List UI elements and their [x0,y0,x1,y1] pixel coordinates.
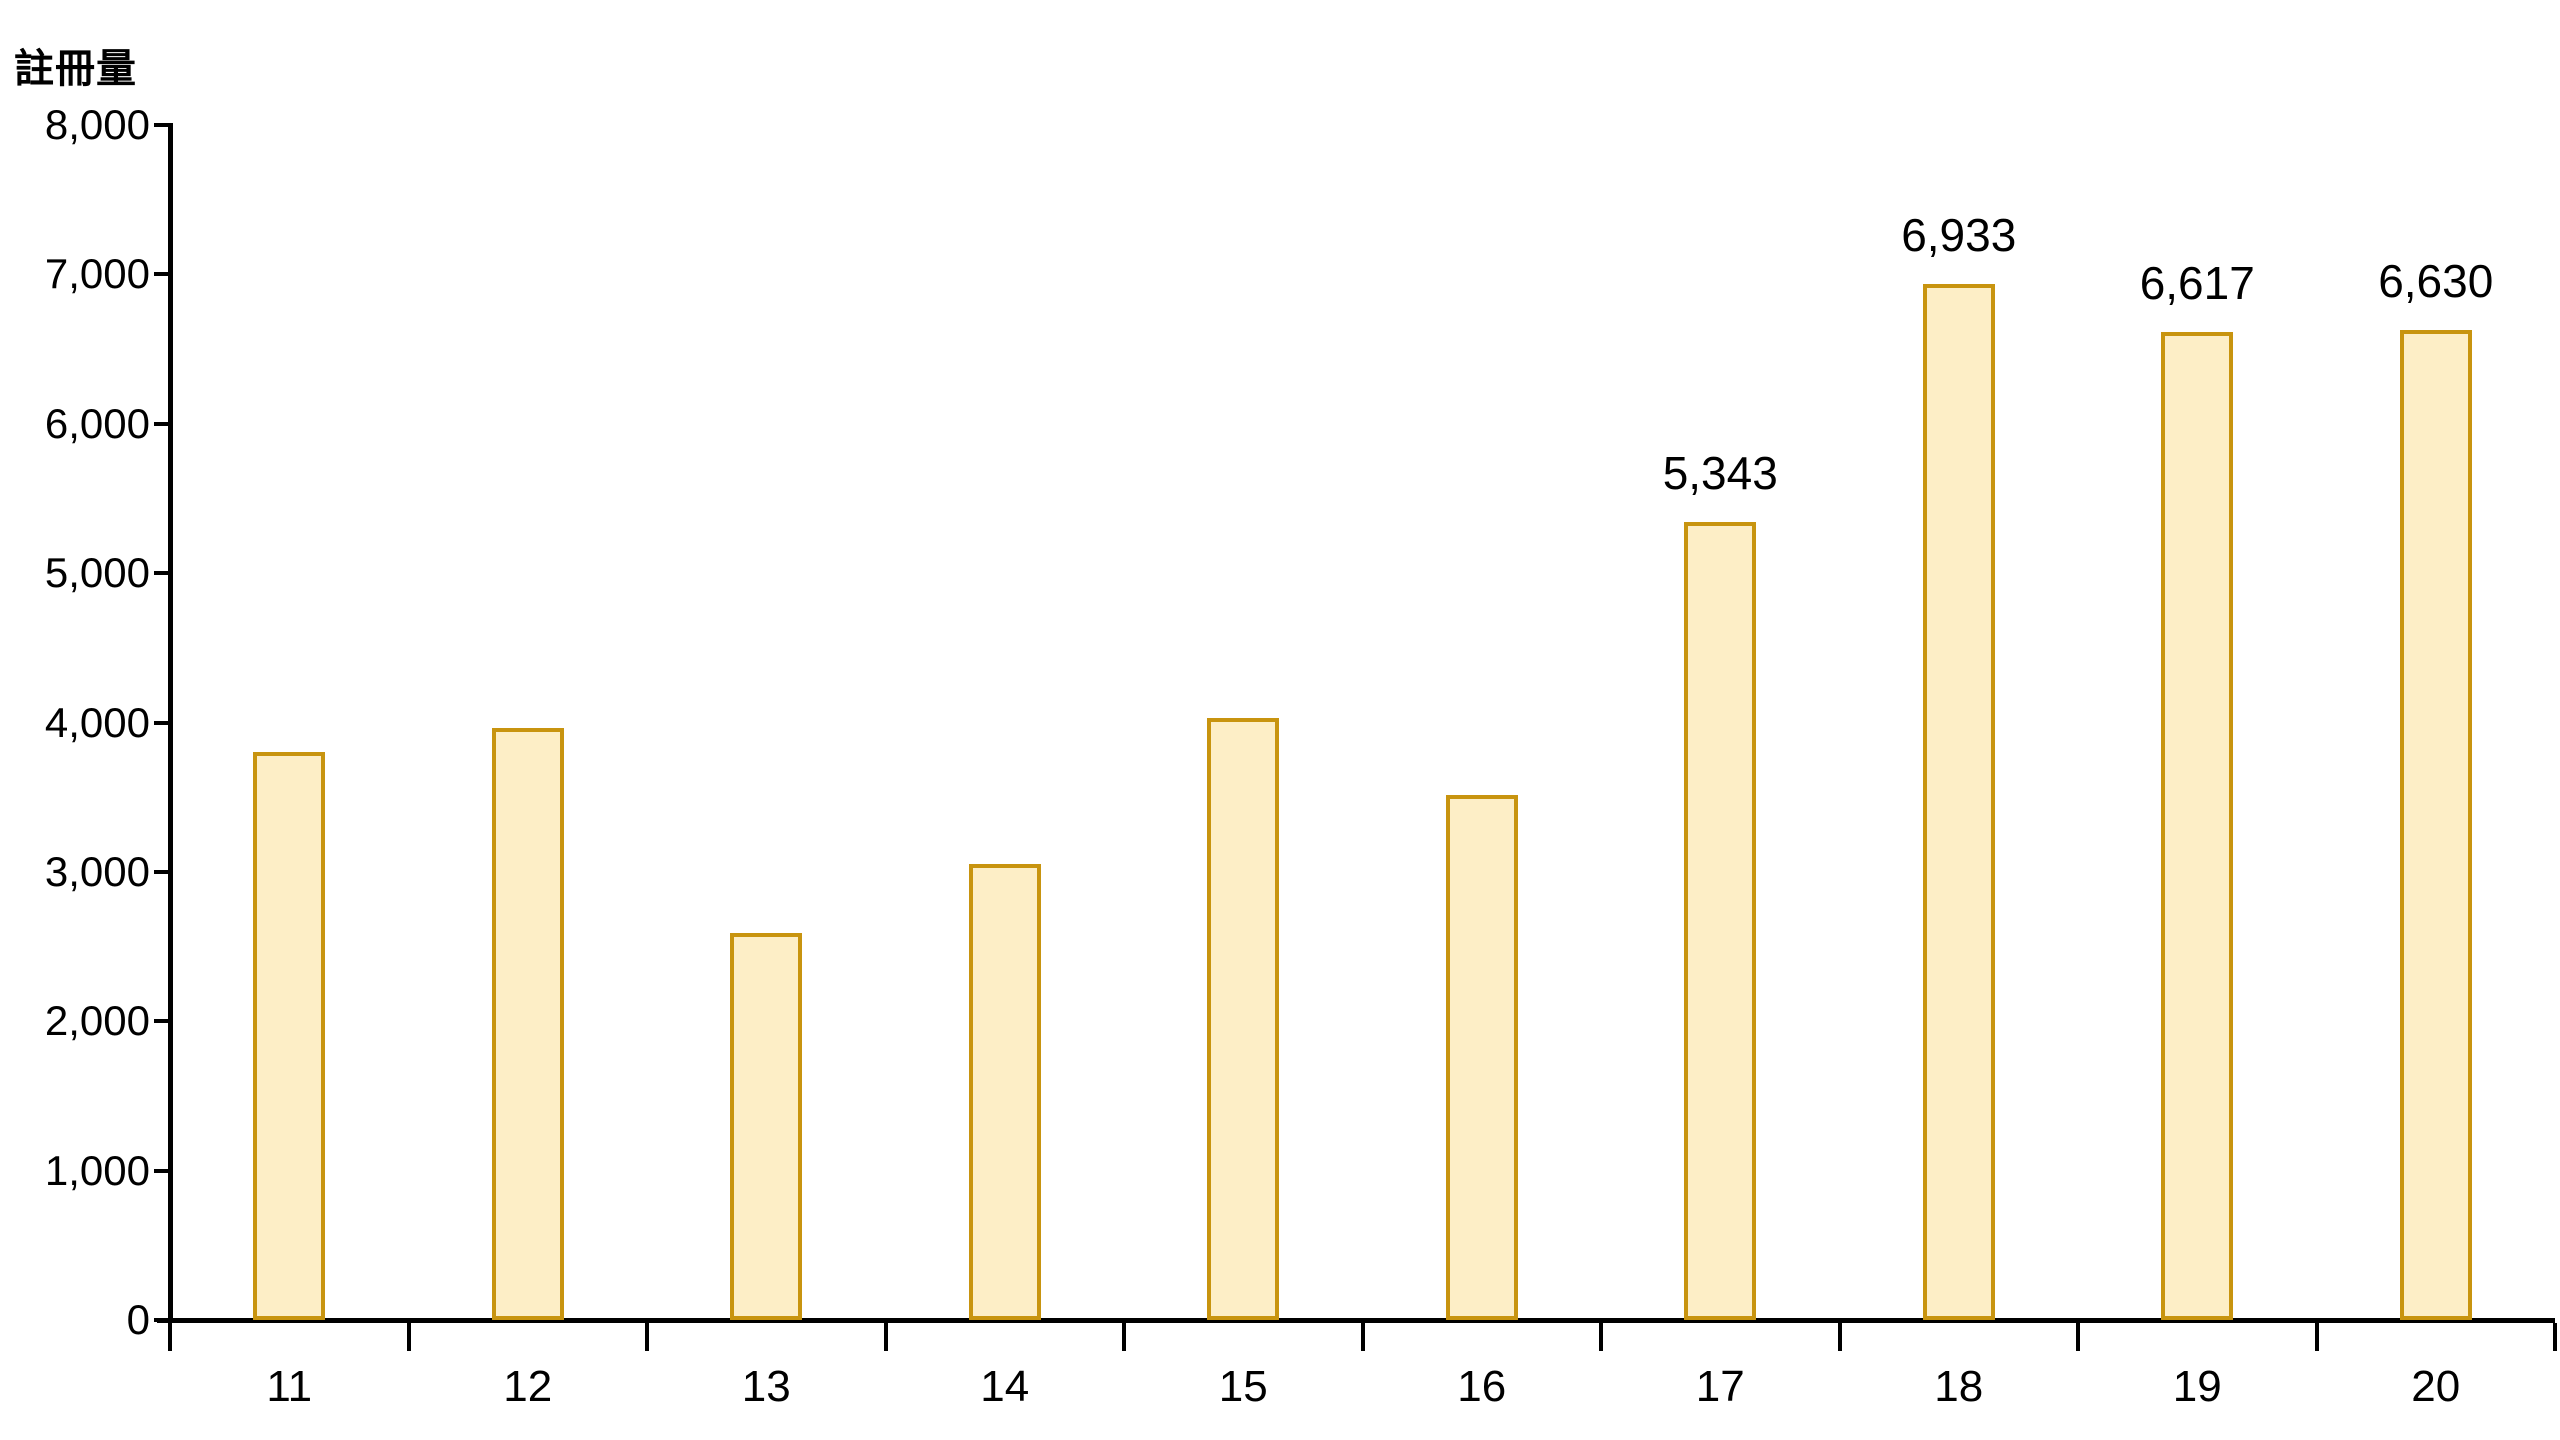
y-axis-tick-label: 5,000 [44,549,150,597]
x-axis-tick [168,1323,172,1351]
x-axis-tick-label-15: 15 [1218,1362,1268,1411]
bar-15[interactable] [1207,718,1280,1320]
x-axis-tick [883,1323,888,1351]
x-axis-tick [2553,1323,2557,1351]
bar-value-label-18: 6,933 [1901,209,2017,262]
y-axis-tick [154,1318,170,1322]
x-axis-tick-label-17: 17 [1695,1362,1745,1411]
y-axis-tick-label: 6,000 [44,399,150,447]
bar-11[interactable] [253,752,326,1320]
y-axis-tick-label: 3,000 [44,847,150,895]
y-axis-title: 註冊量 [14,47,137,91]
x-axis-tick-label-19: 19 [2172,1362,2222,1411]
y-axis-tick [154,1019,170,1024]
x-axis-line [157,1318,2555,1323]
bar-value-label-19: 6,617 [2139,256,2255,309]
y-axis-tick-label: 4,000 [44,698,150,746]
x-axis-tick-label-18: 18 [1934,1362,1984,1411]
x-axis-tick-label-14: 14 [980,1362,1030,1411]
y-axis-tick [154,421,170,426]
bar-13[interactable] [730,933,803,1320]
bar-19[interactable] [2161,331,2234,1320]
y-axis-tick-label: 1,000 [44,1146,150,1194]
y-axis-tick [154,1168,170,1173]
x-axis-tick-label-16: 16 [1457,1362,1507,1411]
x-axis-tick [406,1323,411,1351]
x-axis-tick [1360,1323,1365,1351]
x-axis-tick [645,1323,649,1351]
x-axis-tick [2076,1323,2080,1351]
x-axis-tick-label-13: 13 [741,1362,791,1411]
bar-18[interactable] [1922,284,1995,1320]
x-axis-tick-label-12: 12 [503,1362,553,1411]
bar-value-label-17: 5,343 [1662,446,1778,499]
x-axis-tick-label-20: 20 [2411,1362,2461,1411]
bar-16[interactable] [1445,795,1518,1320]
bar-value-label-20: 6,630 [2378,254,2494,307]
y-axis-tick [154,571,170,576]
bar-20[interactable] [2399,329,2472,1320]
y-axis-tick-label: 8,000 [44,101,150,148]
y-axis-tick [154,272,170,277]
x-axis-tick [2314,1323,2319,1351]
x-axis-tick-label-11: 11 [266,1362,313,1411]
y-axis-tick-label: 0 [126,1296,150,1343]
bar-17[interactable] [1684,521,1757,1320]
y-axis-tick-label: 7,000 [44,250,150,298]
bar-14[interactable] [968,864,1041,1320]
y-axis-tick-label: 2,000 [44,997,150,1045]
y-axis-tick [154,720,170,725]
y-axis-tick [154,869,170,874]
x-axis-tick [1599,1323,1603,1351]
x-axis-tick [1122,1323,1126,1351]
bar-12[interactable] [491,728,564,1320]
x-axis-tick [1837,1323,1842,1351]
y-axis-tick [154,123,170,127]
y-axis-line [168,123,173,1323]
